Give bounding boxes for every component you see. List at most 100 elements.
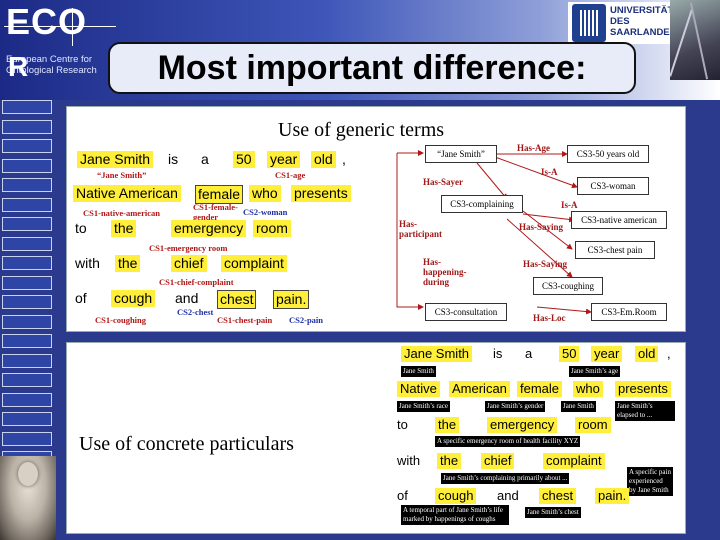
label-complaining: Jane Smith’s complaining primarily about… xyxy=(441,473,570,484)
sidebar-box xyxy=(2,353,52,368)
university-logo: UNIVERSITÄT DES SAARLANDES xyxy=(568,2,676,44)
word-the: the xyxy=(111,220,137,237)
relation-arrows xyxy=(396,150,592,315)
node-cs3-em-room: CS3-Em.Room xyxy=(591,303,667,321)
sidebar-box xyxy=(2,431,52,446)
sidebar-box xyxy=(2,256,52,270)
word-room: room xyxy=(253,220,291,237)
word-jane-smith: Jane Smith xyxy=(77,151,154,168)
logo-rule xyxy=(4,26,116,27)
label-jane-smiths-chest: Jane Smith’s chest xyxy=(525,507,581,518)
label-specific-pain: A specific pain experienced by Jane Smit… xyxy=(627,467,673,496)
word-old: old xyxy=(311,151,336,168)
p2-word-emergency: emergency xyxy=(487,417,558,433)
tag-jane-smith: “Jane Smith” xyxy=(97,170,147,180)
logo-subtitle: European Centre for Ontological Research xyxy=(6,54,97,76)
word-who: who xyxy=(249,185,281,202)
node-cs3-coughing: CS3-coughing xyxy=(533,277,603,295)
slide-title: Most important difference: xyxy=(157,49,587,87)
p2-word-old: old xyxy=(635,346,659,362)
word-a: a xyxy=(201,151,209,167)
label-jane-smiths-gender: Jane Smith’s gender xyxy=(485,401,546,412)
label-emergency-room-xyz: A specific emergency room of health faci… xyxy=(435,436,581,447)
p2-word-room: room xyxy=(575,417,611,433)
p2-word-fifty: 50 xyxy=(559,346,580,362)
node-cs3-woman: CS3-woman xyxy=(577,177,649,195)
p2-word-presents: presents xyxy=(615,381,671,397)
sidebar-box xyxy=(2,412,52,426)
rel-has-saying-2: Has-Saying xyxy=(523,259,568,269)
rel-is-a-2: Is-A xyxy=(561,200,578,210)
tag-cs1-female-gender: CS1-female-gender xyxy=(193,202,238,222)
p2-word-american: American xyxy=(449,381,510,397)
label-jane-smiths-elapsed: Jane Smith’s elapsed to ... xyxy=(615,401,675,421)
node-cs3-50-years-old: CS3-50 years old xyxy=(567,145,649,163)
p2-word-pain: pain. xyxy=(595,488,630,504)
sidebar-box xyxy=(2,275,52,290)
word-emergency: emergency xyxy=(171,220,247,237)
tag-cs1-chest-pain: CS1-chest-pain xyxy=(217,315,273,325)
sidebar-box xyxy=(2,392,52,407)
tag-cs1-coughing: CS1-coughing xyxy=(95,315,147,325)
sidebar-box xyxy=(2,295,52,309)
university-seal-icon xyxy=(572,4,606,42)
sidebar-box xyxy=(2,158,52,173)
sidebar-box xyxy=(2,119,52,134)
tag-cs2-chest: CS2-chest xyxy=(177,307,214,317)
word-comma: , xyxy=(342,151,346,167)
p2-word-of: of xyxy=(397,488,408,503)
p2-word-and: and xyxy=(497,488,519,503)
p2-word-is: is xyxy=(493,346,503,361)
word-pain: pain. xyxy=(273,290,310,309)
word-and: and xyxy=(175,290,199,306)
label-jane-smiths-race: Jane Smith’s race xyxy=(397,401,450,412)
rel-has-saying-1: Has-Saying xyxy=(519,222,564,232)
concrete-particulars-panel: Use of concrete particulars Jane Smith i… xyxy=(66,342,686,534)
p2-word-to: to xyxy=(397,417,408,432)
p2-word-a: a xyxy=(525,346,533,361)
generic-terms-panel: Use of generic terms Jane Smith is a 50 … xyxy=(66,106,686,332)
word-chief: chief xyxy=(171,255,207,272)
rel-has-loc: Has-Loc xyxy=(533,313,566,323)
label-jane-smiths-age: Jane Smith’s age xyxy=(569,366,621,377)
university-name: UNIVERSITÄT DES SAARLANDES xyxy=(610,5,676,38)
header-band: ECO European Centre for Ontological Rese… xyxy=(0,0,720,100)
label-jane-smith: Jane Smith xyxy=(401,366,436,377)
p2-word-native: Native xyxy=(397,381,440,397)
logo-line1: ECO xyxy=(6,1,88,42)
tag-cs1-emergency-room: CS1-emergency room xyxy=(149,243,228,253)
word-fifty: 50 xyxy=(233,151,255,168)
p2-word-complaint: complaint xyxy=(543,453,605,469)
p2-word-chest: chest xyxy=(539,488,577,504)
logo-vertical-rule xyxy=(72,8,73,46)
sidebar-box xyxy=(2,217,52,231)
p2-word-year: year xyxy=(591,346,623,362)
rel-has-participant: Has-participant xyxy=(399,219,443,239)
word-year: year xyxy=(267,151,301,168)
rel-has-age: Has-Age xyxy=(517,143,550,153)
tag-cs1-native-american: CS1-native-american xyxy=(83,208,160,218)
word-is: is xyxy=(168,151,179,167)
tag-cs1-chief-complaint: CS1-chief-complaint xyxy=(159,277,234,287)
sidebar-box xyxy=(2,100,52,114)
generic-terms-heading: Use of generic terms xyxy=(278,119,445,141)
sidebar-box xyxy=(2,197,52,212)
tower-image xyxy=(670,0,720,80)
node-jane-smith: “Jane Smith” xyxy=(425,145,497,163)
sidebar xyxy=(0,80,56,540)
word-with: with xyxy=(75,255,100,271)
tag-cs2-pain: CS2-pain xyxy=(289,315,324,325)
tag-cs1-age: CS1-age xyxy=(275,170,306,180)
sidebar-box xyxy=(2,373,52,387)
p2-word-jane-smith: Jane Smith xyxy=(401,346,473,362)
sidebar-box xyxy=(2,178,52,192)
ecor-logo: ECO European Centre for Ontological Rese… xyxy=(2,1,116,82)
word-of: of xyxy=(75,290,87,306)
sidebar-box xyxy=(2,314,52,329)
p2-word-chief: chief xyxy=(481,453,515,469)
tag-cs2-woman: CS2-woman xyxy=(243,207,288,217)
node-cs3-native-american: CS3-native american xyxy=(571,211,667,229)
aristotle-statue-image xyxy=(0,456,56,540)
p2-word-with: with xyxy=(397,453,421,468)
title-box: Most important difference: xyxy=(108,42,636,94)
